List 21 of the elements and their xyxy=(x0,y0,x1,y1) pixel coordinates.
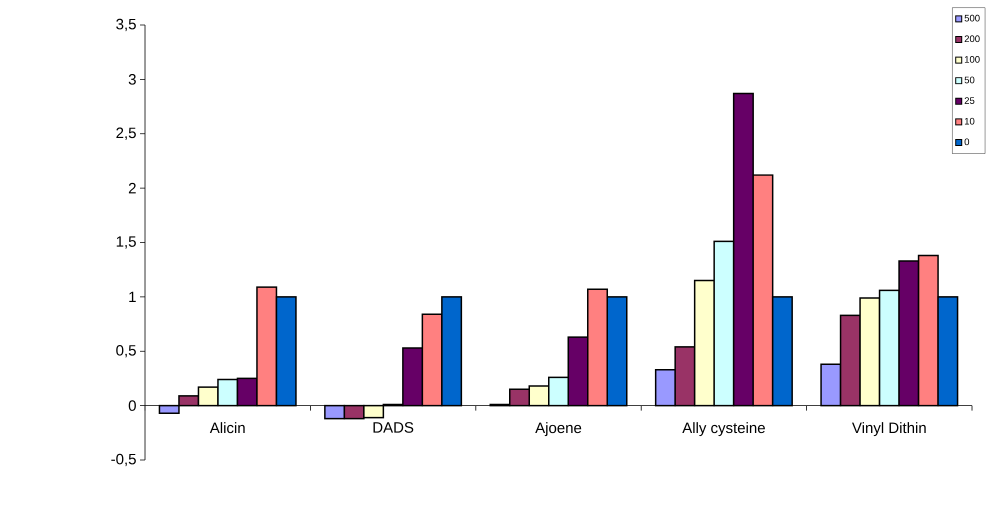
y-tick-label: 3 xyxy=(128,74,136,85)
legend-label: 200 xyxy=(964,35,980,42)
y-tick-label: 0,5 xyxy=(116,345,136,358)
y-tick-label: 2,5 xyxy=(116,128,136,140)
y-tick-label: 0 xyxy=(128,400,136,411)
x-tick-label: Vinyl Dithin xyxy=(852,422,926,436)
y-tick-label: 1 xyxy=(129,292,136,302)
x-tick-label: DADS xyxy=(374,422,414,433)
legend-label: 100 xyxy=(964,56,980,63)
x-tick-label: Alicin xyxy=(210,422,245,434)
x-tick-label: Ally cysteine xyxy=(682,422,765,436)
y-tick-label: 3,5 xyxy=(116,18,136,32)
y-tick-label: 1,5 xyxy=(116,236,136,249)
legend-label: 500 xyxy=(964,14,980,22)
y-tick-label: 2 xyxy=(128,182,136,194)
legend-label: 0 xyxy=(964,138,970,146)
legend-label: 10 xyxy=(964,118,974,125)
legend-label: 25 xyxy=(964,97,974,104)
legend-label: 50 xyxy=(964,76,974,84)
y-tick-label: -0,5 xyxy=(111,454,136,466)
x-tick-label: Ajoene xyxy=(535,422,582,436)
